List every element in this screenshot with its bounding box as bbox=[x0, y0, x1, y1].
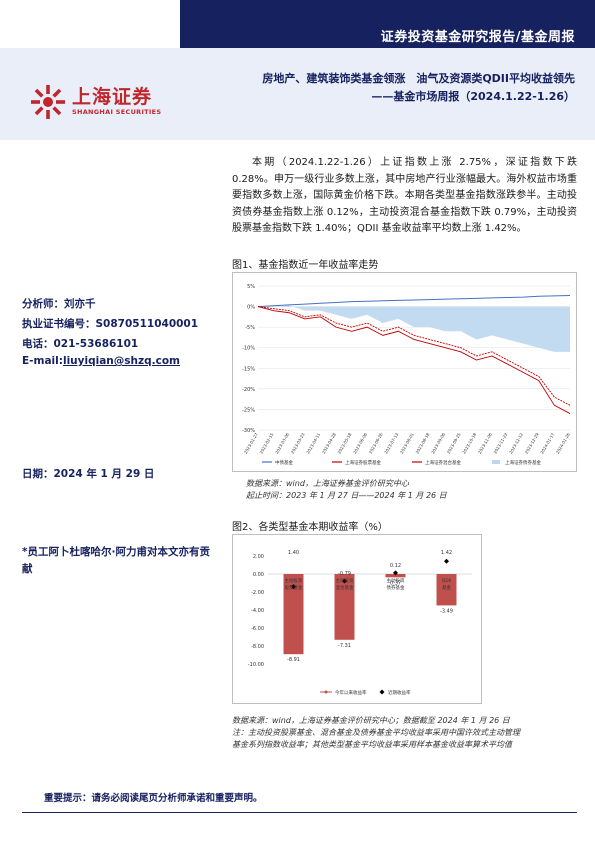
brand-name-en: SHANGHAI SECURITIES bbox=[72, 108, 162, 116]
figure2-bar-label: 0.37 bbox=[390, 580, 401, 586]
figure2-category-label: 主动投资 bbox=[387, 577, 405, 584]
figure2-chart: 2.00 0.00 -2.00 -4.00 -6.00 -8.00 -10.00 -8.91… bbox=[232, 534, 482, 704]
figure1-y-tick: 0% bbox=[247, 305, 255, 311]
analyst-cert: 执业证书编号：S0870511040001 bbox=[22, 318, 199, 330]
figure2-bar bbox=[436, 574, 457, 606]
figure1-y-tick: -20% bbox=[242, 387, 255, 393]
figure2-source: 数据来源：wind，上海证券基金评价研究中心；数据截至 2024 年 1 月 2… bbox=[232, 716, 510, 725]
figure2-category-label: 债券基金 bbox=[387, 584, 405, 591]
figure2-point bbox=[393, 570, 398, 576]
figure1-series-line bbox=[257, 294, 571, 308]
figure2-y-tick: -10.00 bbox=[248, 662, 264, 668]
figure2-y-tick: -8.00 bbox=[251, 644, 264, 650]
figure1-title: 图1、基金指数近一年收益率走势 bbox=[232, 260, 379, 271]
sun-logo-icon bbox=[31, 85, 65, 119]
report-type: 证券投资基金研究报告/基金周报 bbox=[380, 30, 575, 45]
figure1-period: 起止时间：2023 年 1 月 27 日——2024 年 1 月 26 日 bbox=[246, 491, 447, 500]
brand-logo: 上海证券 SHANGHAI SECURITIES bbox=[30, 82, 180, 122]
figure1-y-tick: -25% bbox=[242, 407, 255, 413]
figure2-category-label: 主动投资 bbox=[336, 577, 354, 584]
figure2-note1: 注：主动投资股票基金、混合基金及债券基金平均收益率采用中国许效式主动管理 bbox=[232, 728, 520, 737]
figure2-bar bbox=[334, 574, 355, 640]
figure2-point bbox=[342, 578, 347, 584]
figure2-y-tick: 0.00 bbox=[253, 572, 264, 578]
figure2-legend-label: 今年以来收益率 bbox=[335, 689, 367, 696]
title-band bbox=[0, 48, 595, 140]
figure1-series-line bbox=[257, 306, 571, 406]
figure2-legend-marker bbox=[324, 690, 328, 694]
figure2-bar-label: -8.91 bbox=[287, 657, 300, 663]
figure2-point-label: 0.12 bbox=[390, 563, 401, 569]
figure2-category-label: 混合基金 bbox=[336, 584, 354, 591]
figure1-legend-label: 上海证券债券基金 bbox=[505, 459, 541, 466]
figure2-category-label: 基金 bbox=[442, 584, 451, 591]
figure2-y-tick: -2.00 bbox=[251, 590, 264, 596]
figure2-title: 图2、各类型基金本期收益率（%） bbox=[232, 522, 388, 533]
figure1-chart: 5%0%-5%-10%-15%-20%-25%-30% 2023-01-27 20… bbox=[232, 272, 577, 472]
figure2-point-label: 1.42 bbox=[441, 550, 452, 556]
figure1-source: 数据来源：wind，上海证券基金评价研究中心 bbox=[246, 479, 409, 488]
figure2-point-label: 1.40 bbox=[288, 550, 299, 556]
analyst-phone: 电话：021-53686101 bbox=[22, 338, 139, 350]
analyst-email-link[interactable]: liuyiqian@shzq.com bbox=[62, 355, 180, 367]
figure2-category-label: 主动投资 bbox=[285, 577, 303, 584]
figure1-y-tick: -30% bbox=[242, 428, 255, 434]
figure2-bar bbox=[283, 574, 304, 655]
brand-name-cn: 上海证券 bbox=[72, 86, 153, 108]
figure1-legend-label: 上海证券混合基金 bbox=[425, 459, 461, 466]
figure2-y-tick: -6.00 bbox=[251, 626, 264, 632]
report-date: 日期：2024 年 1 月 29 日 bbox=[22, 468, 155, 480]
figure1-series-line bbox=[257, 306, 571, 414]
figure1-y-tick: -15% bbox=[242, 366, 255, 372]
footer-disclaimer: 重要提示：请务必阅读尾页分析师承诺和重要声明。 bbox=[44, 793, 263, 804]
report-title: 房地产、建筑装饰类基金领涨 油气及资源类QDII平均收益领先 bbox=[262, 72, 575, 85]
figure1-y-tick: -5% bbox=[245, 325, 255, 331]
figure2-bar bbox=[385, 574, 406, 578]
figure1-y-tick: 5% bbox=[247, 284, 255, 290]
figure2-point bbox=[291, 584, 296, 590]
footer-divider bbox=[22, 812, 577, 813]
analyst-name: 分析师：刘亦千 bbox=[22, 298, 96, 310]
figure2-category-label: 股票基金 bbox=[285, 584, 303, 591]
report-subtitle: ——基金市场周报（2024.1.22-1.26） bbox=[371, 90, 575, 103]
figure2-category-label: QDII bbox=[442, 578, 452, 584]
figure2-y-tick: -4.00 bbox=[251, 608, 264, 614]
header-bar bbox=[180, 0, 595, 48]
summary-paragraph: 本期（2024.1.22-1.26）上证指数上涨 2.75%，深证指数下跌 0.… bbox=[232, 157, 577, 234]
figure1-y-tick: -10% bbox=[242, 346, 255, 352]
email-label: E-mail: bbox=[22, 355, 63, 367]
figure2-legend-marker bbox=[379, 689, 385, 695]
figure1-legend-swatch bbox=[492, 460, 500, 464]
figure2-note2: 基金系列指数收益率；其他类型基金平均收益率采用样本基金收益率算术平均值 bbox=[232, 740, 512, 749]
figure1-legend-label: 中债基金 bbox=[275, 459, 293, 466]
figure2-point bbox=[444, 558, 449, 564]
contributor-note: *员工阿卜杜喀哈尔·阿力甫对本文亦有贡献 bbox=[22, 546, 210, 575]
analyst-email-row: E-mail:liuyiqian@shzq.com bbox=[22, 355, 180, 367]
figure2-frame bbox=[232, 534, 482, 704]
figure2-bar-label: -7.31 bbox=[338, 643, 351, 649]
figure2-y-tick: 2.00 bbox=[253, 554, 264, 560]
figure2-bar-label: -3.49 bbox=[440, 608, 453, 614]
figure1-series-area bbox=[258, 305, 570, 352]
figure1-legend-label: 上海证券股票基金 bbox=[345, 459, 381, 466]
figure2-legend-label: 近期收益率 bbox=[388, 689, 411, 696]
figure2-point-label: -0.79 bbox=[338, 571, 351, 577]
